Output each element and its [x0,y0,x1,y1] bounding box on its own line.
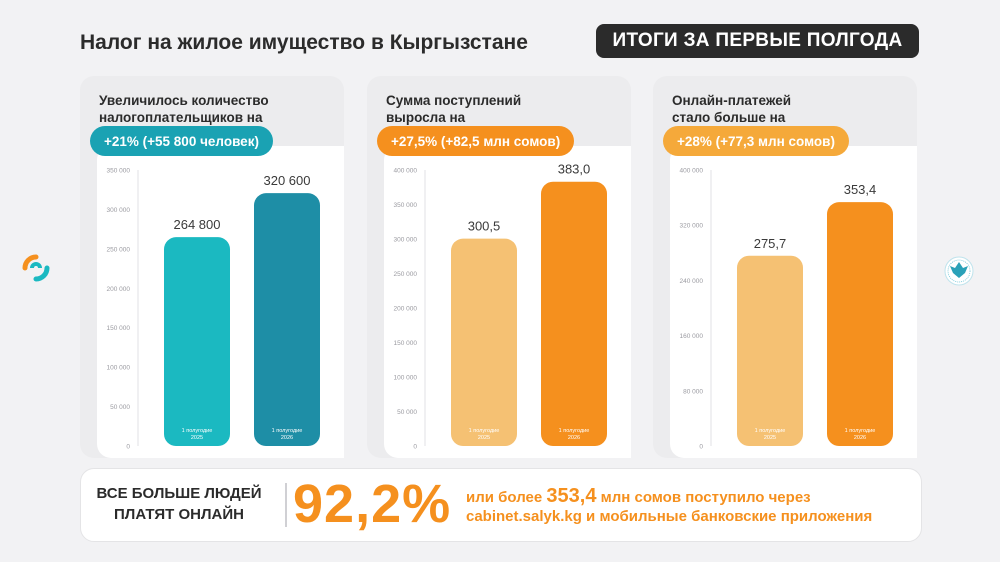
summary-post: млн сомов поступило через [596,489,811,506]
summary-text: или более 353,4 млн сомов поступило чере… [466,485,873,526]
y-tick-label: 200 000 [394,306,418,313]
y-tick-label: 300 000 [394,237,418,244]
category-label: 1 полугодие [469,428,500,434]
y-tick-label: 250 000 [394,271,418,278]
bar [451,238,517,446]
y-tick-label: 0 [413,444,417,451]
card-heading: Увеличилось количество налогоплательщико… [99,92,329,126]
chart-revenue: 0 50 000 100 000 150 000 200 000 250 000 300 0… [384,146,631,458]
category-label-year: 2026 [281,435,293,441]
card-heading: Онлайн-платежей стало больше на [672,92,902,126]
bar [541,181,607,446]
card-taxpayers: Увеличилось количество налогоплательщико… [80,76,344,458]
online-summary-banner: ВСЕ БОЛЬШЕ ЛЮДЕЙ ПЛАТЯТ ОНЛАЙН 92,2% или… [80,468,922,542]
bar-value-label: 320 600 [264,173,311,188]
y-tick-label: 50 000 [110,404,130,411]
y-tick-label: 80 000 [683,388,703,395]
y-tick-label: 0 [699,444,703,451]
y-tick-label: 100 000 [107,365,131,372]
y-tick-label: 50 000 [397,409,417,416]
page-title: Налог на жилое имущество в Кыргызстане [80,31,528,54]
card-heading-line1: Увеличилось количество [99,93,269,108]
divider [285,483,287,527]
y-tick-label: 100 000 [394,375,418,382]
summary-pre: или более [466,489,547,506]
bar-value-label: 275,7 [754,236,787,251]
growth-pill: +28% (+77,3 млн сомов) [663,126,849,156]
summary-amount: 353,4 [546,485,597,507]
y-tick-label: 400 000 [394,168,418,175]
y-tick-label: 350 000 [107,168,131,175]
chart-online-payments: 0 80 000 160 000 240 000 320 000 400 000 275,7… [670,146,917,458]
emblem-icon [944,256,974,286]
card-heading-line1: Сумма поступлений [386,93,522,108]
bar [254,193,320,446]
y-tick-label: 400 000 [680,168,704,175]
card-heading-line1: Онлайн-платежей [672,93,792,108]
y-tick-label: 350 000 [394,202,418,209]
card-revenue: Сумма поступлений выросла на +27,5% (+82… [367,76,631,458]
category-label-year: 2026 [854,435,866,441]
y-tick-label: 300 000 [107,207,131,214]
bar [164,237,230,446]
online-share-percent: 92,2% [293,474,452,534]
card-heading-line2: стало больше на [672,110,786,125]
y-tick-label: 240 000 [680,278,704,285]
category-label: 1 полугодие [182,428,213,434]
chart-taxpayers: 0 50 000 100 000 150 000 200 000 250 000 300 0… [97,146,344,458]
y-tick-label: 0 [126,444,130,451]
bar-value-label: 383,0 [558,162,591,177]
y-tick-label: 250 000 [107,246,131,253]
category-label: 1 полугодие [845,428,876,434]
summary-heading-line2: ПЛАТЯТ ОНЛАЙН [114,506,244,523]
bar-value-label: 353,4 [844,182,877,197]
y-tick-label: 150 000 [394,340,418,347]
y-tick-label: 160 000 [680,333,704,340]
bar [737,255,803,446]
growth-pill: +21% (+55 800 человек) [90,126,273,156]
bar [827,202,893,446]
y-tick-label: 150 000 [107,325,131,332]
card-heading-line2: налогоплательщиков на [99,110,263,125]
summary-heading: ВСЕ БОЛЬШЕ ЛЮДЕЙ ПЛАТЯТ ОНЛАЙН [81,483,277,525]
category-label: 1 полугодие [272,428,303,434]
bar-value-label: 300,5 [468,219,501,234]
y-tick-label: 320 000 [680,223,704,230]
bar-value-label: 264 800 [174,217,221,232]
card-online-payments: Онлайн-платежей стало больше на +28% (+7… [653,76,917,458]
category-label-year: 2025 [764,435,776,441]
category-label: 1 полугодие [559,428,590,434]
card-heading: Сумма поступлений выросла на [386,92,616,126]
card-heading-line2: выросла на [386,110,466,125]
category-label-year: 2026 [568,435,580,441]
summary-heading-line1: ВСЕ БОЛЬШЕ ЛЮДЕЙ [96,485,262,502]
y-tick-label: 200 000 [107,286,131,293]
category-label: 1 полугодие [755,428,786,434]
period-badge: ИТОГИ ЗА ПЕРВЫЕ ПОЛГОДА [596,24,919,58]
summary-text-line1: или более 353,4 млн сомов поступило чере… [466,485,872,507]
category-label-year: 2025 [478,435,490,441]
growth-pill: +27,5% (+82,5 млн сомов) [377,126,575,156]
summary-text-line2: cabinet.salyk.kg и мобильные банковские … [466,508,873,525]
logo-left-icon [22,254,50,282]
category-label-year: 2025 [191,435,203,441]
